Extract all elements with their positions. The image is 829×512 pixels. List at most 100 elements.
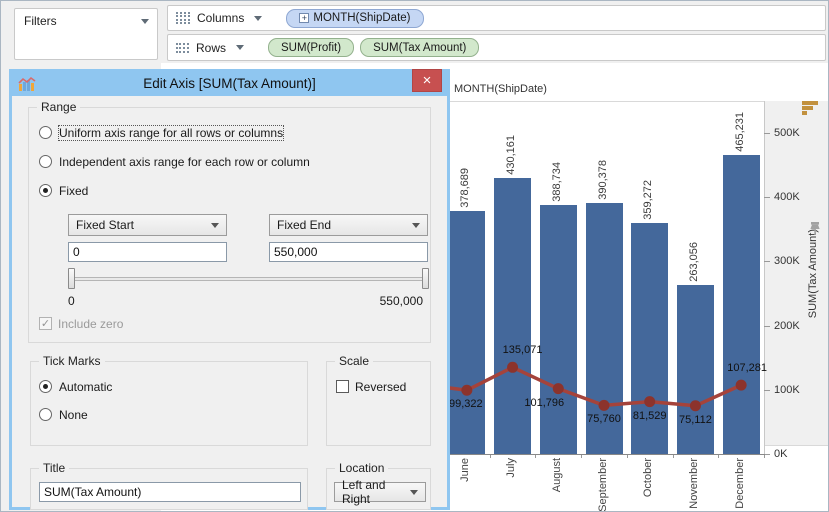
dialog-titlebar[interactable]: Edit Axis [SUM(Tax Amount)] ×	[12, 69, 447, 96]
edit-axis-dialog: Edit Axis [SUM(Tax Amount)] × Range Unif…	[9, 69, 450, 510]
range-legend: Range	[37, 100, 81, 114]
line-marker-june[interactable]	[461, 384, 473, 396]
radio-uniform-label[interactable]: Uniform axis range for all rows or colum…	[57, 125, 285, 141]
x-axis-label-august[interactable]: August	[550, 458, 563, 493]
y-axis-tick	[764, 197, 770, 199]
line-value-label: 81,529	[632, 409, 667, 422]
include-zero-label: Include zero	[58, 317, 124, 331]
radio-independent-label[interactable]: Independent axis range for each row or c…	[59, 155, 310, 169]
bar-mark-november[interactable]	[676, 285, 714, 454]
line-marker-september[interactable]	[598, 399, 610, 411]
column-field-header: MONTH(ShipDate)	[454, 83, 547, 95]
radio-uniform-axis-range[interactable]	[39, 126, 52, 139]
x-axis-tick	[626, 454, 628, 458]
x-axis-label-november[interactable]: November	[687, 458, 700, 509]
bar-mark-december[interactable]	[722, 155, 760, 454]
range-slider-handle-min[interactable]	[68, 268, 75, 289]
bar-mark-july[interactable]	[494, 177, 532, 454]
y-axis-tick	[764, 454, 770, 455]
rows-shelf[interactable]: Rows SUM(Profit) SUM(Tax Amount)	[167, 34, 826, 61]
y-axis-title: SUM(Tax Amount)	[807, 229, 819, 319]
radio-fixed-label[interactable]: Fixed	[59, 184, 89, 198]
x-axis-tick	[535, 454, 537, 458]
chevron-down-icon[interactable]	[236, 45, 245, 50]
x-axis-label-october[interactable]: October	[642, 458, 655, 498]
scale-group: Scale	[326, 354, 431, 446]
plot-right-border	[764, 101, 765, 454]
pill-label: SUM(Profit)	[281, 41, 342, 54]
line-value-label: 135,071	[502, 344, 543, 357]
fixed-start-input[interactable]	[68, 242, 227, 262]
radio-tick-none[interactable]	[39, 408, 52, 421]
radio-tick-none-label[interactable]: None	[59, 408, 88, 422]
reversed-label[interactable]: Reversed	[355, 380, 407, 394]
pill-month-shipdate[interactable]: + MONTH(ShipDate)	[286, 8, 424, 28]
fixed-end-input[interactable]	[269, 242, 428, 262]
sort-descending-icon[interactable]	[802, 101, 819, 116]
radio-tick-automatic[interactable]	[39, 380, 52, 393]
dialog-title: Edit Axis [SUM(Tax Amount)]	[143, 76, 316, 91]
title-legend: Title	[39, 461, 70, 475]
axis-title-input[interactable]	[39, 482, 301, 502]
bar-mark-june[interactable]	[448, 210, 486, 454]
tick-marks-legend: Tick Marks	[39, 354, 105, 368]
slider-min-label: 0	[68, 294, 75, 308]
line-value-label: 107,281	[727, 362, 768, 375]
y-axis-tick-label: 100K	[774, 383, 800, 396]
right-axis-panel[interactable]	[765, 101, 828, 446]
location-legend: Location	[335, 461, 389, 475]
close-button[interactable]: ×	[412, 69, 442, 92]
range-slider-handle-max[interactable]	[422, 268, 429, 289]
fixed-start-dropdown[interactable]: Fixed Start	[68, 214, 227, 236]
chevron-down-icon[interactable]	[141, 19, 149, 24]
range-slider-track[interactable]	[68, 277, 429, 281]
y-axis-tick-label: 500K	[774, 127, 800, 140]
y-axis-tick-label: 400K	[774, 191, 800, 204]
y-axis-tick-label: 0K	[774, 448, 788, 460]
line-value-label: 99,322	[449, 398, 483, 411]
filters-shelf[interactable]: Filters	[14, 8, 158, 60]
line-marker-december[interactable]	[735, 379, 747, 391]
y-axis-tick-label: 200K	[774, 319, 800, 332]
columns-shelf[interactable]: Columns + MONTH(ShipDate)	[167, 5, 826, 31]
location-dropdown[interactable]: Left and Right	[334, 478, 426, 506]
line-marker-july[interactable]	[507, 361, 519, 373]
x-axis-tick	[718, 454, 720, 458]
radio-fixed[interactable]	[39, 184, 52, 197]
line-value-label: 101,796	[524, 396, 565, 409]
x-axis-label-september[interactable]: September	[596, 458, 609, 512]
line-marker-november[interactable]	[689, 400, 701, 412]
reversed-checkbox[interactable]	[336, 380, 349, 393]
expand-plus-icon[interactable]: +	[299, 13, 310, 23]
line-marker-october[interactable]	[644, 396, 656, 408]
x-axis-label-july[interactable]: July	[505, 458, 518, 478]
chevron-down-icon[interactable]	[254, 15, 263, 21]
radio-independent-axis-range[interactable]	[39, 155, 52, 168]
pushpin-icon[interactable]	[807, 221, 823, 237]
columns-shelf-label: Columns	[197, 11, 245, 25]
radio-tick-automatic-label[interactable]: Automatic	[59, 380, 113, 394]
fixed-end-dropdown[interactable]: Fixed End	[269, 214, 428, 236]
chevron-down-icon	[412, 222, 420, 228]
y-axis-tick	[764, 261, 770, 263]
bar-mark-october[interactable]	[631, 223, 669, 454]
x-axis-label-june[interactable]: June	[459, 458, 472, 482]
pill-sum-profit[interactable]: SUM(Profit)	[268, 38, 355, 57]
bar-mark-august[interactable]	[539, 204, 577, 454]
line-marker-august[interactable]	[552, 383, 564, 395]
include-zero-checkbox[interactable]	[39, 317, 52, 330]
x-axis-tick	[581, 454, 583, 458]
bar-mark-september[interactable]	[585, 203, 623, 454]
plot-top-border	[444, 101, 828, 102]
x-axis-label-december[interactable]: December	[733, 458, 746, 509]
x-axis-tick	[489, 454, 491, 458]
fixed-end-dropdown-value: Fixed End	[277, 218, 332, 232]
x-axis-tick	[764, 454, 765, 458]
line-value-label: 75,760	[587, 413, 621, 426]
tick-marks-group: Tick Marks	[30, 354, 308, 446]
scale-legend: Scale	[335, 354, 374, 368]
chevron-down-icon	[410, 489, 418, 495]
y-axis-tick	[764, 325, 770, 327]
pill-sum-tax-amount[interactable]: SUM(Tax Amount)	[360, 38, 480, 57]
